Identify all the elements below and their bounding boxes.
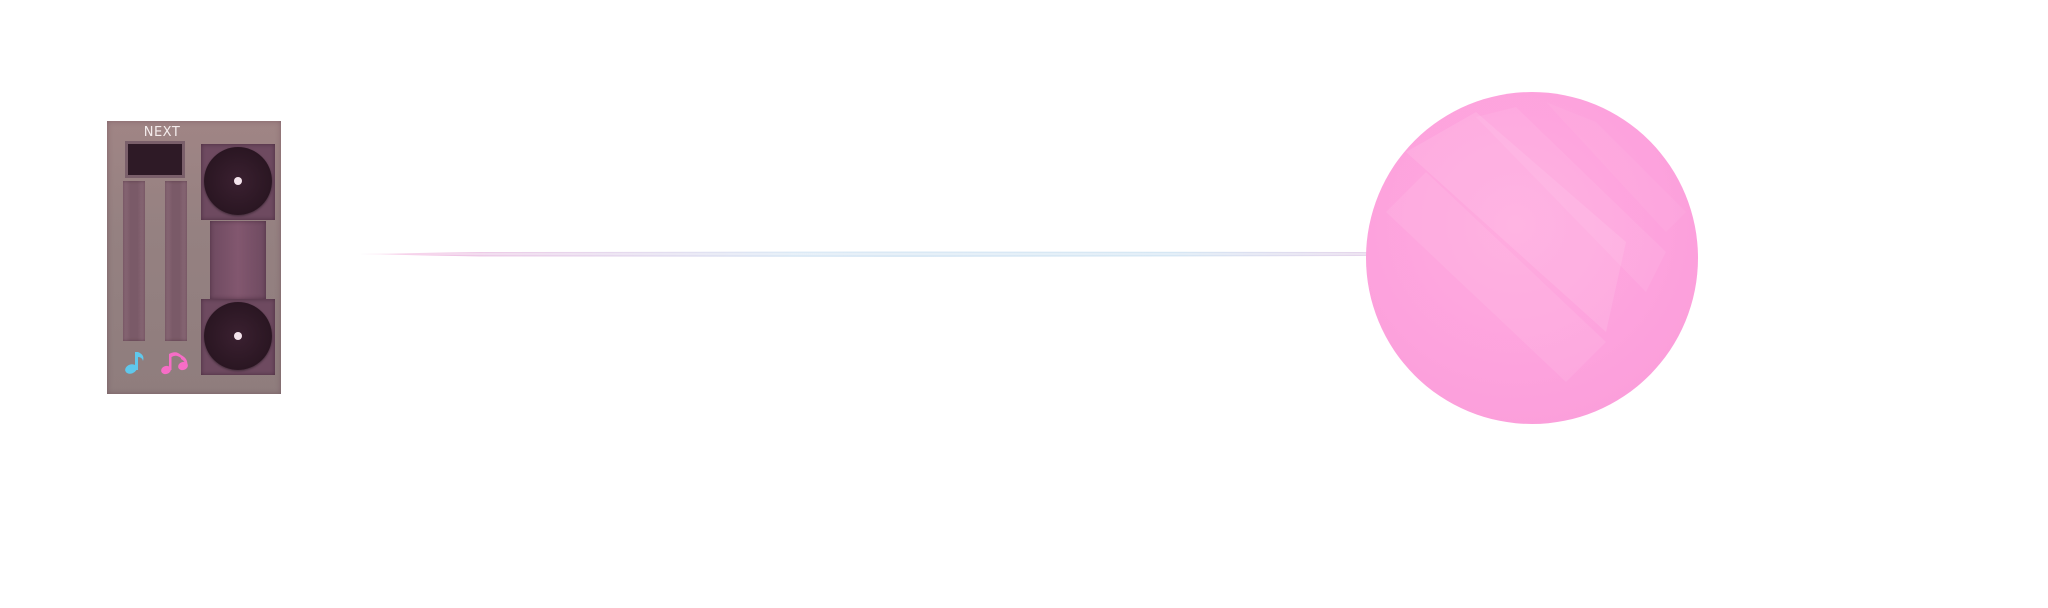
ball-shine [1386, 102, 1686, 382]
music-notes-icon [159, 347, 189, 377]
bottom-speaker-cone [204, 302, 272, 370]
speaker-connector [210, 221, 266, 299]
top-speaker-dot [234, 177, 242, 185]
left-fader-track [123, 181, 145, 341]
bottom-speaker-dot [234, 332, 242, 340]
bottom-speaker [201, 299, 275, 375]
right-fader-track [165, 181, 187, 341]
side-panel: NEXT [107, 121, 281, 394]
pink-ball [1366, 92, 1698, 424]
top-speaker-cone [204, 147, 272, 215]
next-preview-box [125, 141, 185, 178]
next-label: NEXT [143, 125, 181, 140]
music-note-icon [121, 347, 151, 377]
top-speaker [201, 144, 275, 220]
thin-line [360, 251, 1442, 257]
